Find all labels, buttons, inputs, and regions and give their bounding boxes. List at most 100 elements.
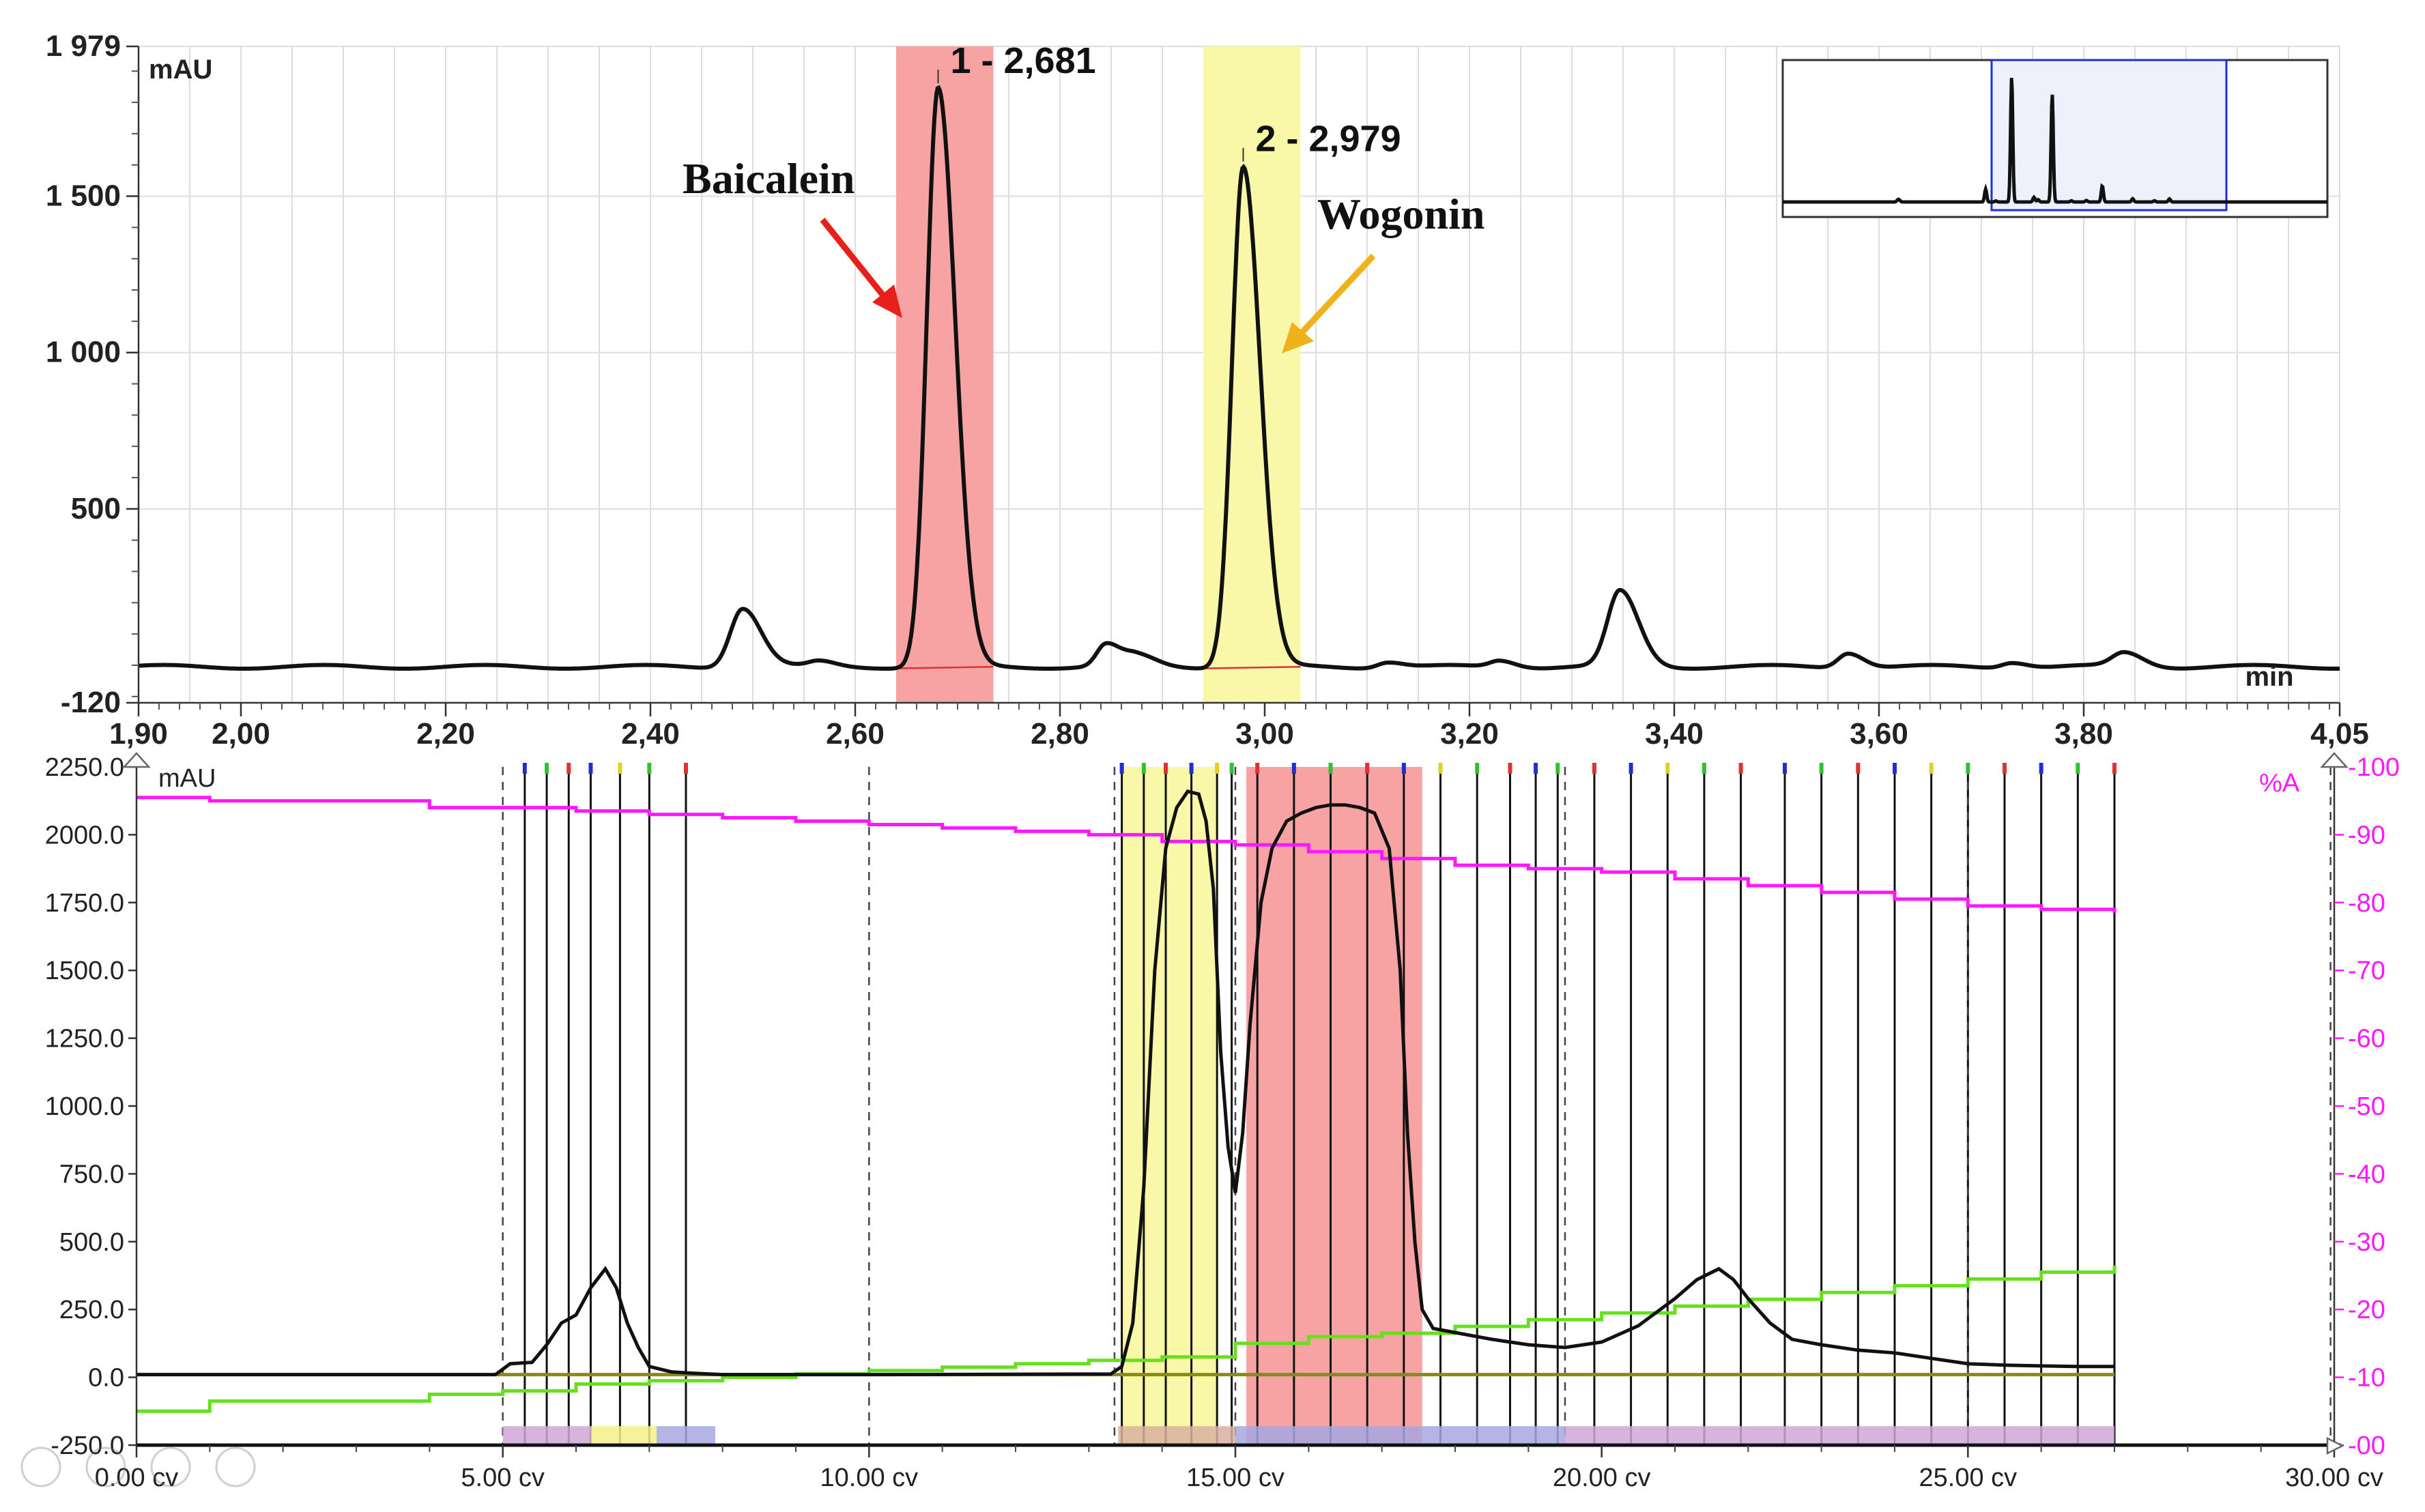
peak-label-2: 2 - 2,979 xyxy=(1256,119,1401,160)
bottom-y-tick-label: 1500.0 xyxy=(45,957,124,985)
bottom-y-tick-label: 2000.0 xyxy=(45,821,124,849)
fraction-bar xyxy=(657,1426,715,1445)
fraction-marker xyxy=(1229,763,1234,774)
overview-trace xyxy=(1783,78,2327,204)
fraction-marker xyxy=(1475,763,1480,774)
edit-icon[interactable] xyxy=(20,1446,61,1487)
bottom-y2-tick-label: -90 xyxy=(2348,821,2385,849)
bottom-y-tick-label: 2250.0 xyxy=(45,753,124,782)
bottom-x-tick-label: 25.00 cv xyxy=(1919,1464,2018,1492)
fraction-bar xyxy=(1118,1426,1235,1445)
fraction-marker xyxy=(1783,763,1787,774)
bottom-y-axis-label: mAU xyxy=(158,764,216,793)
top-y-tick-label: 1 500 xyxy=(46,179,121,213)
overview-inset[interactable] xyxy=(1781,59,2329,218)
bottom-y2-tick-label: -80 xyxy=(2348,889,2385,918)
fraction-marker xyxy=(545,763,549,774)
integration-baseline xyxy=(895,666,994,669)
fraction-marker xyxy=(2003,763,2007,774)
bottom-x-tick-label: 30.00 cv xyxy=(2285,1464,2383,1492)
top-y-tick-label: -120 xyxy=(61,686,121,719)
fraction-marker xyxy=(1555,763,1560,774)
fraction-marker xyxy=(1856,763,1861,774)
percent-b-line xyxy=(137,1265,2117,1413)
fraction-marker xyxy=(1665,763,1670,774)
fraction-marker xyxy=(1702,763,1706,774)
fraction-marker xyxy=(1255,763,1260,774)
bottom-y-tick-label: 0.0 xyxy=(88,1364,124,1393)
bottom-y2-tick-label: -60 xyxy=(2348,1025,2385,1053)
fraction-marker xyxy=(618,763,622,774)
bottom-y2-tick-label: -50 xyxy=(2348,1092,2385,1121)
wogonin-arrowhead xyxy=(1282,322,1314,353)
bottom-y-tick-label: 1000.0 xyxy=(45,1092,124,1121)
fraction-marker xyxy=(1141,763,1146,774)
baicalein-arrow xyxy=(820,218,891,304)
top-x-tick-label: 2,40 xyxy=(621,717,680,751)
x-axis-arrow-icon xyxy=(2326,1436,2344,1455)
top-y-ticks: -120 500 1 000 1 500 1 979 xyxy=(46,29,139,719)
bottom-y2-tick-label: -10 xyxy=(2348,1364,2385,1393)
bottom-x-tick-label: 15.00 cv xyxy=(1186,1464,1285,1492)
fraction-marker xyxy=(1438,763,1443,774)
fraction-marker xyxy=(1966,763,1970,774)
top-x-axis-label: min xyxy=(2245,662,2293,692)
fraction-marker xyxy=(2112,763,2117,774)
top-x-tick-label: 3,80 xyxy=(2054,717,2113,751)
fraction-marker xyxy=(1291,763,1296,774)
fraction-marker xyxy=(1628,763,1633,774)
fraction-marker xyxy=(522,763,527,774)
fraction-marker xyxy=(1893,763,1897,774)
bottom-y2-tick-label: -100 xyxy=(2348,753,2400,782)
toolbar-icons[interactable] xyxy=(20,1446,256,1487)
bottom-y2-ticks: -00 -10 -20 -30 -40 -50 -60 -70 -80 -90 -100 xyxy=(2334,753,2400,1460)
bottom-y-tick-label: 1250.0 xyxy=(45,1025,124,1053)
fraction-marker xyxy=(1365,763,1370,774)
top-y-tick-label: 500 xyxy=(71,492,121,525)
fraction-marker xyxy=(1164,763,1168,774)
bottom-y-tick-label: 1750.0 xyxy=(45,889,124,918)
fraction-bar xyxy=(502,1426,591,1445)
overview-zoom-window[interactable] xyxy=(1990,59,2228,212)
fraction-bars xyxy=(502,1426,2114,1445)
hplc-chromatogram: -120 500 1 000 1 500 1 979 1,90 2,00 2,20 2,40 2… xyxy=(46,29,2369,751)
fraction-marker xyxy=(1189,763,1194,774)
fraction-bar xyxy=(1235,1426,1565,1445)
wogonin-label: Wogonin xyxy=(1317,190,1484,238)
top-y-tick-label: 1 979 xyxy=(46,29,121,63)
bottom-y-tick-label: 250.0 xyxy=(59,1296,124,1324)
fraction-marker xyxy=(1738,763,1743,774)
bottom-y2-tick-label: -30 xyxy=(2348,1228,2385,1257)
bottom-y-tick-label: 750.0 xyxy=(59,1160,124,1189)
fractionation-chart: -250.0 0.0 250.0 500.0 750.0 1000.0 1250.0 1500… xyxy=(20,752,2400,1492)
bottom-y-tick-label: -250.0 xyxy=(51,1431,124,1460)
bottom-y-tick-label: 500.0 xyxy=(59,1228,124,1257)
bottom-x-tick-label: 0.00 cv xyxy=(95,1464,179,1492)
fraction-marker xyxy=(1929,763,1934,774)
fraction-marker xyxy=(1534,763,1538,774)
bottom-y-ticks: -250.0 0.0 250.0 500.0 750.0 1000.0 1250.0 1500… xyxy=(45,753,137,1460)
fraction-marker xyxy=(2076,763,2080,774)
peak-labels: 1 - 2,681 2 - 2,979 xyxy=(937,40,1401,162)
fraction-bar xyxy=(590,1426,657,1445)
settings-icon[interactable] xyxy=(85,1446,126,1487)
bottom-y2-axis-label: %A xyxy=(2259,769,2300,798)
top-x-tick-label: 3,40 xyxy=(1645,717,1704,751)
fraction-lines xyxy=(502,767,2331,1445)
y-axis-arrow-icon xyxy=(122,752,151,768)
baicalein-label: Baicalein xyxy=(683,154,855,203)
top-x-tick-label: 2,20 xyxy=(416,717,475,751)
fraction-marker xyxy=(1215,763,1220,774)
bottom-y2-tick-label: -70 xyxy=(2348,957,2385,985)
top-y-tick-label: 1 000 xyxy=(46,336,121,369)
more-icon[interactable] xyxy=(215,1446,256,1487)
user-icon[interactable] xyxy=(150,1446,191,1487)
bottom-x-ticks: 0.00 cv 5.00 cv 10.00 cv 15.00 cv 20.00 cv 25… xyxy=(95,1445,2383,1492)
fraction-marker xyxy=(684,763,688,774)
fraction-marker xyxy=(1119,763,1124,774)
bottom-y2-tick-label: -40 xyxy=(2348,1160,2385,1189)
fraction-marker xyxy=(1592,763,1596,774)
top-x-ticks: 1,90 2,00 2,20 2,40 2,60 2,80 3,00 3,20 3,40 3,60… xyxy=(109,703,2369,751)
top-x-tick-label: 2,80 xyxy=(1031,717,1089,751)
absorbance-trace xyxy=(137,789,2114,1377)
